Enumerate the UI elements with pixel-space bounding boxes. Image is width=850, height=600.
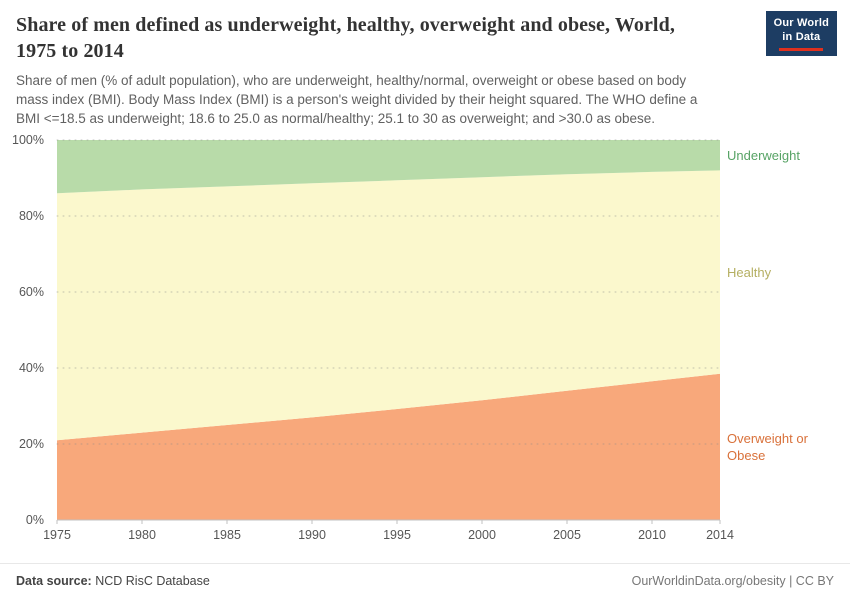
logo-accent-bar [779,47,824,51]
logo-line-2: in Data [782,30,821,43]
chart-canvas[interactable]: 0% 20% 40% 60% 80% 100% 1975 1980 1985 1990 1995 20… [0,132,850,552]
chart-footer: Data source: NCD RisC Database OurWorldi… [0,563,850,600]
data-source-label: Data source: [16,574,92,588]
x-tick-label: 2005 [553,528,581,542]
chart-subtitle: Share of men (% of adult population), wh… [16,73,698,127]
series-labels: Underweight Healthy Overweight or Obese [727,132,837,552]
series-label-overweight-or-obese: Overweight or Obese [727,431,808,463]
y-tick-label: 60% [19,285,44,299]
x-tick-label: 1990 [298,528,326,542]
x-tick-label: 2000 [468,528,496,542]
y-tick-label: 40% [19,361,44,375]
y-tick-label: 20% [19,437,44,451]
series-label-underweight: Underweight [727,147,800,163]
data-source-value: NCD RisC Database [91,574,210,588]
x-tick-label: 1975 [43,528,71,542]
area-underweight[interactable] [57,140,720,194]
y-tick-label: 100% [12,133,44,147]
y-tick-label: 0% [26,513,44,527]
x-tick-label: 1985 [213,528,241,542]
x-tick-label: 2014 [706,528,734,542]
area-overweight-or-obese[interactable] [57,374,720,521]
x-tick-label: 1995 [383,528,411,542]
footer-credit-link[interactable]: OurWorldinData.org/obesity | CC BY [631,574,834,588]
y-tick-label: 80% [19,209,44,223]
x-tick-label: 2010 [638,528,666,542]
title-block: Share of men defined as underweight, hea… [16,12,706,128]
owid-logo[interactable]: Our World in Data [765,11,837,56]
chart-header: Share of men defined as underweight, hea… [0,0,850,128]
data-source: Data source: NCD RisC Database [16,574,210,588]
area-healthy[interactable] [57,170,720,441]
stacked-area-chart[interactable]: 0% 20% 40% 60% 80% 100% 1975 1980 1985 1990 1995 20… [0,132,850,552]
x-tick-label: 1980 [128,528,156,542]
chart-title: Share of men defined as underweight, hea… [16,14,675,62]
logo-line-1: Our World [773,17,829,29]
series-label-healthy: Healthy [727,264,772,280]
